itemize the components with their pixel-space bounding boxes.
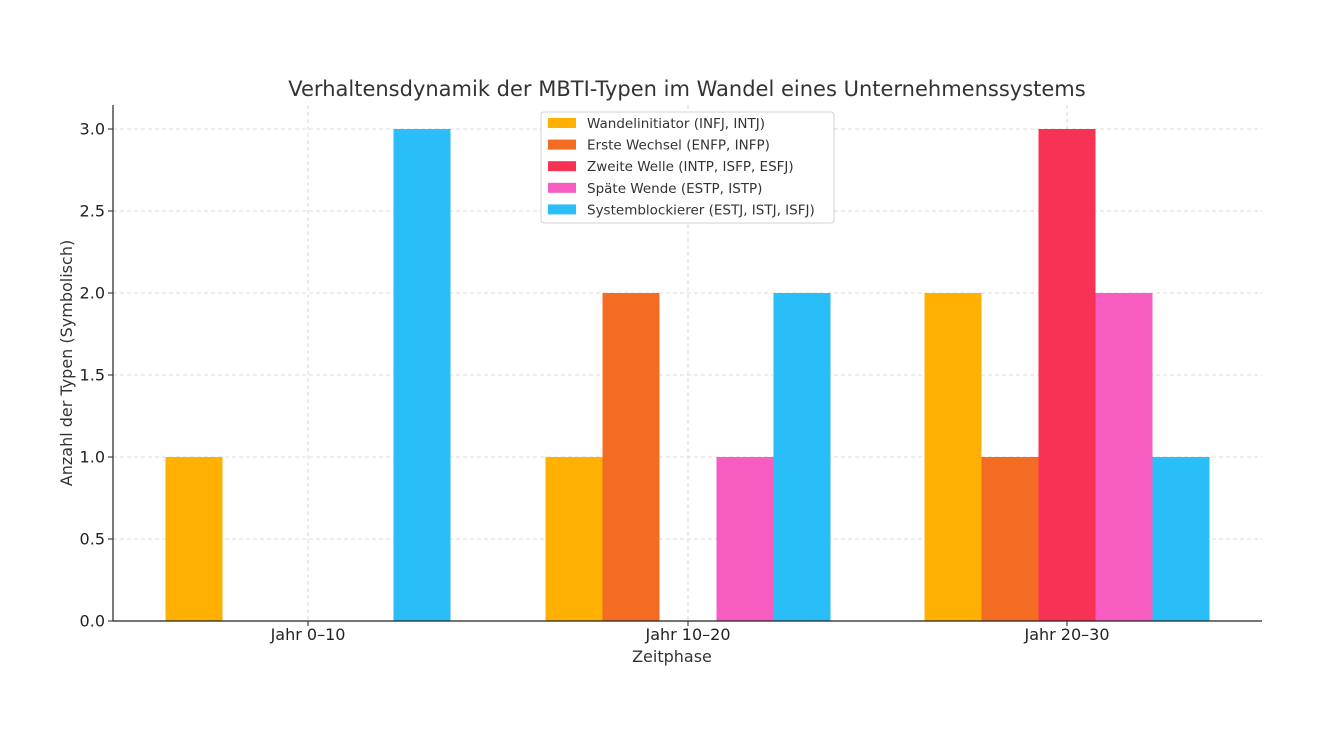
x-ticks: Jahr 0–10 Jahr 10–20 Jahr 20–30 xyxy=(270,621,1110,644)
x-axis-label: Zeitphase xyxy=(632,647,712,666)
bar xyxy=(1038,129,1096,621)
bar xyxy=(716,457,774,621)
chart-title: Verhaltensdynamik der MBTI-Typen im Wand… xyxy=(288,77,1085,101)
y-ticks: 0.0 0.5 1.0 1.5 2.0 2.5 3.0 xyxy=(80,120,113,631)
x-tick-label: Jahr 0–10 xyxy=(270,625,346,644)
legend-label: Späte Wende (ESTP, ISTP) xyxy=(587,181,762,197)
y-tick-label: 3.0 xyxy=(80,120,105,139)
y-axis-label: Anzahl der Typen (Symbolisch) xyxy=(57,240,76,486)
y-tick-label: 1.5 xyxy=(80,366,105,385)
bar xyxy=(1152,457,1210,621)
y-tick-label: 0.0 xyxy=(80,612,105,631)
bar xyxy=(981,457,1039,621)
legend-label: Erste Wechsel (ENFP, INFP) xyxy=(587,138,770,154)
x-tick-label: Jahr 10–20 xyxy=(644,625,730,644)
y-tick-label: 2.0 xyxy=(80,284,105,303)
bar xyxy=(773,293,831,621)
legend-swatch xyxy=(548,204,576,215)
legend-swatch xyxy=(548,182,576,193)
legend: Wandelinitiator (INFJ, INTJ) Erste Wechse… xyxy=(540,111,835,224)
bar xyxy=(393,129,451,621)
x-tick-label: Jahr 20–30 xyxy=(1023,625,1109,644)
bars xyxy=(165,129,1210,621)
y-tick-label: 2.5 xyxy=(80,202,105,221)
legend-label: Wandelinitiator (INFJ, INTJ) xyxy=(587,116,765,132)
legend-swatch xyxy=(548,161,576,172)
y-tick-label: 1.0 xyxy=(80,448,105,467)
legend-label: Zweite Welle (INTP, ISFP, ESFJ) xyxy=(587,159,794,175)
legend-box xyxy=(540,111,835,224)
bar xyxy=(924,293,982,621)
legend-swatch xyxy=(548,139,576,150)
bar xyxy=(602,293,660,621)
bar xyxy=(1095,293,1153,621)
y-tick-label: 0.5 xyxy=(80,530,105,549)
legend-label: Systemblockierer (ESTJ, ISTJ, ISFJ) xyxy=(587,202,815,218)
bar xyxy=(545,457,603,621)
bar xyxy=(165,457,223,621)
legend-swatch xyxy=(548,118,576,128)
